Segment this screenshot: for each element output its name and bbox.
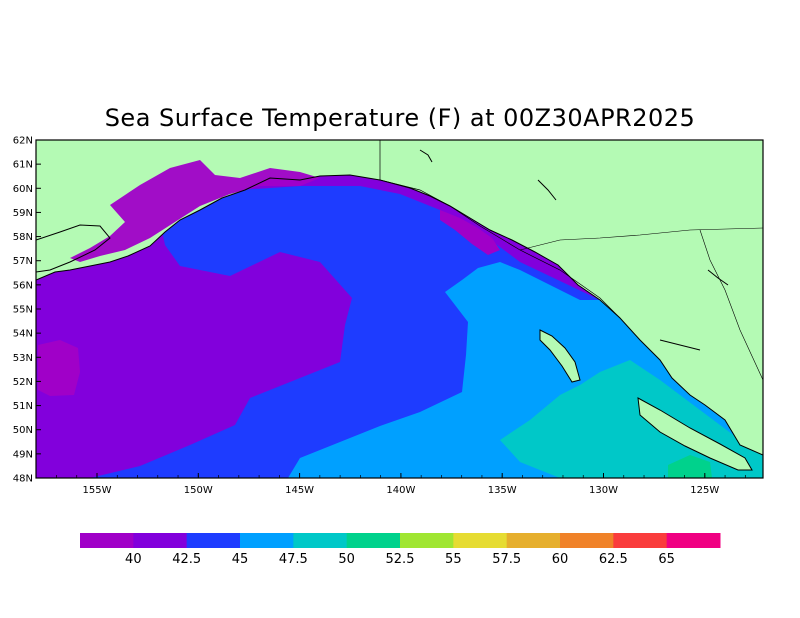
lat-tick-label: 61N: [13, 160, 33, 171]
colorbar-label: 52.5: [386, 552, 415, 567]
colorbar-swatch: [293, 533, 348, 548]
colorbar-label: 62.5: [599, 552, 628, 567]
sst-band-50-52.5: [668, 455, 712, 478]
colorbar-label: 57.5: [492, 552, 521, 567]
colorbar-swatch: [186, 533, 241, 548]
land-haida-gwaii: [540, 330, 580, 382]
land-vancouver-island: [638, 398, 752, 470]
lat-tick-label: 58N: [13, 232, 33, 243]
lat-tick-label: 59N: [13, 208, 33, 219]
lat-tick-label: 51N: [13, 401, 33, 412]
border-bc-alberta: [699, 229, 763, 381]
lat-tick-label: 50N: [13, 425, 33, 436]
lat-tick-label: 60N: [13, 184, 33, 195]
sst-coastal-fringe: [70, 160, 320, 262]
land-alaska-canada: [36, 140, 763, 455]
colorbar-swatch: [613, 533, 668, 548]
coastline-vancouver-island: [637, 397, 753, 471]
lon-tick-label: 140W: [386, 485, 415, 496]
lake-3: [707, 269, 729, 286]
colorbar-swatch: [453, 533, 508, 548]
colorbar-swatch: [133, 533, 188, 548]
colorbar-label: 65: [658, 552, 675, 567]
land-alaska-peninsula: [36, 225, 110, 272]
colorbar-label: 42.5: [172, 552, 201, 567]
sst-band-lt-40: [38, 340, 80, 396]
longitude-axis: 155W 150W 145W 140W 135W 130W 125W: [56, 473, 746, 496]
lat-tick-label: 48N: [13, 474, 33, 485]
coastline: [36, 174, 763, 456]
lake-1: [537, 179, 557, 201]
lon-tick-label: 145W: [285, 485, 314, 496]
colorbar-swatch: [240, 533, 294, 548]
lat-tick-label: 53N: [13, 353, 33, 364]
lat-tick-label: 54N: [13, 329, 33, 340]
lat-tick-label: 55N: [13, 305, 33, 316]
sst-coastal-fringe-se: [440, 210, 500, 255]
colorbar-label: 55: [445, 552, 462, 567]
map-title: Sea Surface Temperature (F) at 00Z30APR2…: [104, 104, 696, 132]
colorbar-label: 50: [338, 552, 355, 567]
lat-tick-label: 49N: [13, 449, 33, 460]
colorbar-swatch: [80, 533, 134, 548]
lon-tick-label: 155W: [83, 485, 112, 496]
lake-4: [659, 339, 701, 351]
colorbar-label: 60: [552, 552, 569, 567]
sst-field: [36, 140, 763, 478]
coastline-haida-gwaii: [539, 329, 581, 383]
lat-tick-label: 52N: [13, 377, 33, 388]
colorbar-label: 40: [125, 552, 142, 567]
lat-tick-label: 57N: [13, 256, 33, 267]
border-bc-yukon: [519, 227, 763, 251]
lon-tick-label: 130W: [589, 485, 618, 496]
lat-tick-label: 56N: [13, 280, 33, 291]
colorbar-label: 45: [232, 552, 249, 567]
colorbar: 40 42.5 45 47.5 50 52.5 55 57.5 60 62.5 65: [80, 533, 721, 567]
lon-tick-label: 125W: [690, 485, 719, 496]
colorbar-label: 47.5: [279, 552, 308, 567]
lat-tick-label: 62N: [13, 136, 33, 147]
lon-tick-label: 150W: [184, 485, 213, 496]
colorbar-swatch: [346, 533, 401, 548]
colorbar-swatch: [400, 533, 454, 548]
coastline-alaska-peninsula: [36, 224, 111, 273]
colorbar-swatch: [666, 533, 721, 548]
lake-2: [419, 149, 433, 163]
lon-tick-label: 135W: [488, 485, 517, 496]
colorbar-swatch: [506, 533, 561, 548]
latitude-axis: 62N 61N 60N 59N 58N 57N 56N 55N 54N 53N 52N 51N 50N 4…: [13, 136, 41, 485]
colorbar-swatch: [560, 533, 614, 548]
